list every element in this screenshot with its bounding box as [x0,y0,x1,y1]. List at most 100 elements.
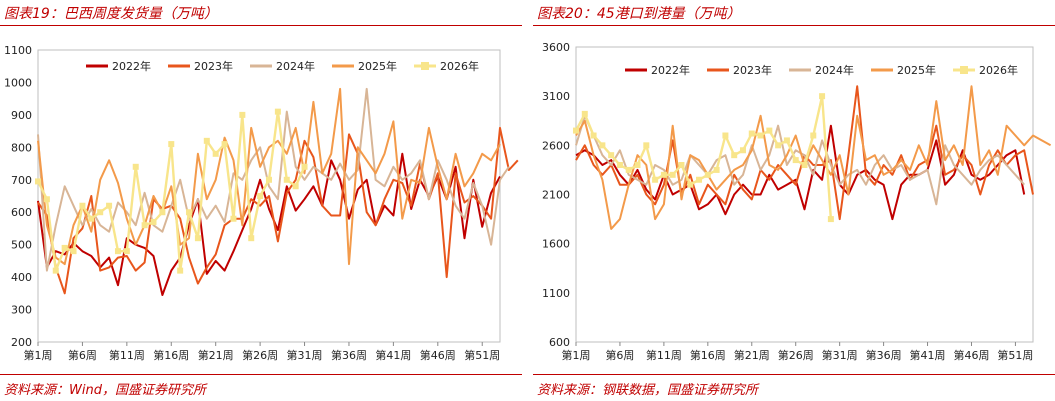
y-tick-label: 900 [11,109,32,122]
series-point [713,166,720,173]
source-divider [0,374,522,375]
x-tick-label: 第6周 [605,348,634,362]
series-point [739,147,746,154]
x-tick-label: 第41周 [375,348,411,362]
legend-label: 2023年 [194,59,233,73]
series-point [775,142,782,149]
series-point [660,171,667,178]
x-tick-label: 第51周 [464,348,500,362]
chart-source: 资料来源：钢联数据，国盛证券研究所 [537,383,759,398]
y-tick-label: 3600 [542,41,570,54]
y-tick-label: 300 [11,304,32,317]
series-point [722,132,729,139]
series-point [61,244,68,251]
y-tick-label: 1600 [542,238,570,251]
x-tick-label: 第31周 [822,348,858,362]
legend-marker [960,66,968,74]
series-point [792,157,799,164]
series-point [266,176,272,183]
series-point [301,163,308,170]
legend-label: 2023年 [733,63,772,77]
title-divider [533,25,1055,26]
series-point [159,209,166,216]
series-point [783,137,790,144]
source-divider [533,374,1055,375]
series-point [35,178,41,185]
series-point [274,108,281,115]
series-point [599,142,606,149]
x-tick-label: 第11周 [646,348,682,362]
x-tick-label: 第51周 [997,348,1033,362]
y-tick-label: 500 [11,239,32,252]
series-point [177,267,184,274]
series-point [696,176,703,183]
series-point [70,248,77,255]
y-tick-label: 2100 [542,189,570,202]
x-tick-label: 第1周 [562,348,591,362]
series-point [766,127,773,134]
series-line [575,114,1025,206]
chart-panel-brazil: 图表19：巴西周度发货量（万吨） 200 300 400 500 600 700 800 90… [0,0,522,401]
y-tick-label: 1000 [4,76,32,89]
legend-label: 2022年 [112,59,151,73]
series-point [257,193,264,199]
series-point [132,163,139,170]
series-point [97,209,104,216]
series-point [731,152,738,159]
series-point [819,93,826,100]
series-point [573,127,579,134]
series-line [574,94,833,220]
series-point [810,132,817,139]
legend-label: 2026年 [979,63,1018,77]
series-point [114,248,121,255]
series-point [678,162,685,168]
y-tick-label: 800 [11,141,32,154]
series-point [186,209,193,216]
legend-label: 2025年 [358,59,397,73]
chart-panel-ports: 图表20：45港口到港量（万吨） 600 1100 1600 2100 2600 3100… [533,0,1055,401]
y-tick-label: 2600 [542,139,570,152]
series-point [230,215,237,222]
y-tick-label: 400 [11,271,32,284]
y-tick-label: 700 [11,174,32,187]
x-tick-label: 第16周 [153,348,189,362]
series-point [669,171,676,178]
chart-title: 图表19：巴西周度发货量（万吨） [4,6,218,22]
series-point [608,152,615,159]
series-point [292,183,299,190]
series-point [221,141,228,148]
series-line [575,85,1052,230]
series-point [168,141,175,148]
series-point [150,218,157,225]
legend-label: 2025年 [897,63,936,77]
series-point [52,267,59,274]
x-tick-label: 第1周 [24,348,53,362]
legend-label: 2022年 [651,63,690,77]
series-line [37,87,510,272]
series-point [88,215,95,222]
chart-title: 图表20：45港口到港量（万吨） [537,6,741,22]
x-tick-label: 第36周 [331,348,367,362]
x-tick-label: 第26周 [778,348,814,362]
series-point [212,150,219,157]
title-divider [0,25,522,26]
series-point [704,171,711,178]
series-point [652,176,659,183]
series-point [687,181,694,188]
y-tick-label: 1100 [542,287,570,300]
x-tick-label: 第36周 [866,348,902,362]
y-tick-label: 600 [549,336,570,349]
x-tick-label: 第16周 [690,348,726,362]
series-point [748,130,755,137]
series-line [37,87,501,266]
series-point [590,132,597,139]
series-point [801,162,808,168]
series-point [283,176,290,183]
series-point [79,202,86,209]
x-tick-label: 第46周 [953,348,989,362]
x-tick-label: 第41周 [910,348,946,362]
series-point [581,110,588,117]
series-point [123,248,130,255]
series-point [248,235,255,242]
series-point [634,162,641,168]
